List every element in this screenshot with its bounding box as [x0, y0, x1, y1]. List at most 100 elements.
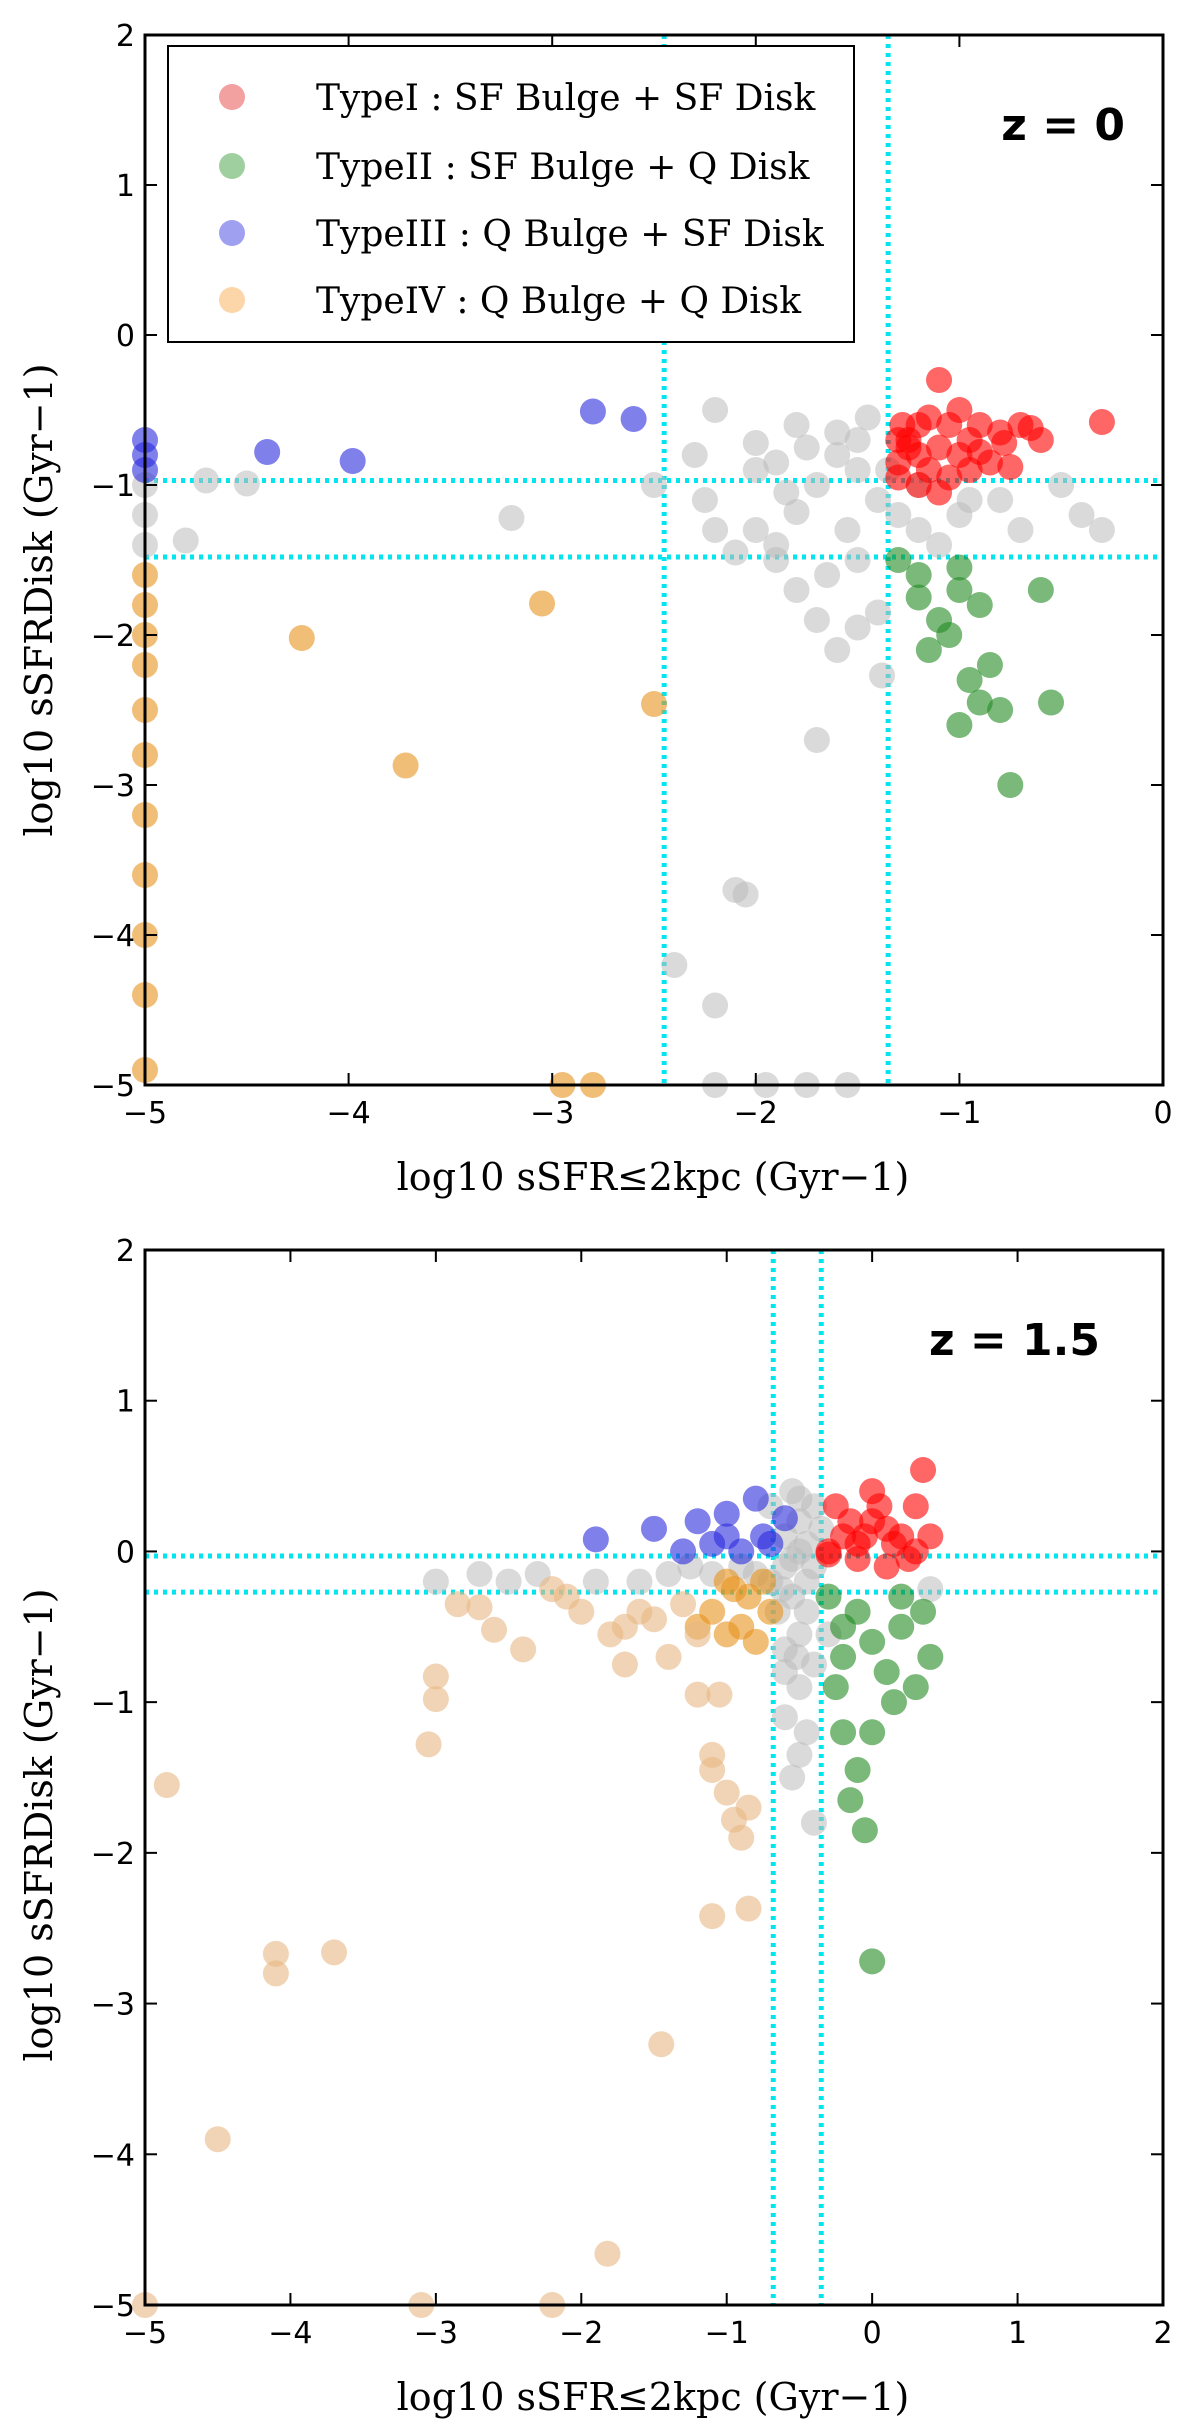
panel-z0-point-typei-22: [997, 454, 1024, 480]
panel-z15-point-typeiii-11: [750, 1523, 777, 1550]
panel-z15-ytick-label-4: −1: [91, 1686, 135, 1721]
panel-z15-point-typeiv_faint-25: [699, 1756, 726, 1783]
panel-z15-point-typeiv_faint-5: [415, 1731, 442, 1758]
panel-z0-point-typeii-11: [997, 772, 1024, 798]
panel-z0-point-typei-24: [905, 472, 932, 498]
panel-z0-point-unclassified-45: [844, 427, 871, 453]
panel-z15-point-typeiv_faint-21: [670, 1591, 697, 1618]
panel-z0-point-typei-21: [1088, 409, 1115, 435]
panel-z15-point-typeiv_faint-17: [611, 1651, 638, 1678]
panel-z15-point-typeiv-6: [720, 1576, 747, 1603]
panel-z0-point-typeii-6: [936, 622, 963, 648]
panel-z0-point-unclassified-59: [763, 547, 790, 573]
panel-z0-point-typeii-15: [1027, 577, 1054, 603]
panel-z0-xtick-label-3: −2: [734, 1096, 778, 1131]
panel-z15-point-typeiv_faint-23: [684, 1681, 711, 1708]
panel-z15-point-typeiv_faint-32: [699, 1903, 726, 1930]
panel-z15-point-typeiii-4: [713, 1500, 740, 1527]
panel-z0-ytick-label-3: −2: [91, 619, 135, 654]
panel-z15-point-unclassified-2: [495, 1568, 522, 1595]
panel-z0-points: [132, 367, 1115, 1098]
panel-z0-point-unclassified-32: [1068, 502, 1095, 528]
panel-z0-point-typei-16: [1027, 427, 1054, 453]
panel-z0-point-typeii-10: [987, 697, 1014, 723]
panel-z0-ytick-label-2: −3: [91, 769, 135, 804]
panel-z0-xtick-label-2: −3: [530, 1096, 574, 1131]
panel-z0-point-typei-29: [889, 412, 916, 438]
panel-z0-point-unclassified-27: [926, 532, 953, 558]
panel-z15-point-typeiii-9: [771, 1505, 798, 1532]
panel-z0-point-unclassified-42: [803, 727, 830, 753]
panel-z15-point-unclassified-41: [783, 1643, 810, 1670]
panel-z15-point-unclassified-39: [779, 1478, 806, 1505]
panel-z0-frame: [143, 33, 1165, 1087]
panel-z15-ticks: −5 −4 −3 −2 −1 0 1 2 −5 −4 −3 −2 −1 0 1 2: [91, 1234, 1173, 2351]
panel-z15-point-typei-15: [866, 1493, 893, 1520]
panel-z15-point-typei-11: [844, 1545, 871, 1572]
panel-z15-point-typeii-8: [910, 1598, 937, 1625]
legend-box: [167, 45, 855, 343]
panel-z15-point-typei-8: [902, 1493, 929, 1520]
panel-z15-point-typeii-12: [844, 1756, 871, 1783]
panel-z0-ytick-label-1: −4: [91, 919, 135, 954]
panel-z0-point-unclassified-26: [905, 517, 932, 543]
panel-z0-point-unclassified-31: [1048, 472, 1075, 498]
panel-z0-point-unclassified-19: [763, 449, 790, 476]
panel-z0-point-typei-10: [926, 367, 953, 393]
panel-z15-point-typeiv_faint-14: [568, 1598, 595, 1625]
panel-z15-point-typeiv_faint-29: [728, 1824, 755, 1851]
panel-z0-point-unclassified-10: [742, 517, 769, 543]
panel-z15-redshift-label: z = 1.5: [929, 1315, 1100, 1366]
panel-z15-point-typeiv_faint-33: [648, 2031, 675, 2058]
panel-z15-x-axis-label: log10 sSFR≤2kpc (Gyr−1): [397, 2375, 910, 2419]
panel-z0-x-axis-label: log10 sSFR≤2kpc (Gyr−1): [397, 1155, 910, 1199]
panel-z15-xtick-label-4: −1: [705, 2316, 749, 2351]
panel-z0-xtick-label-1: −4: [326, 1096, 370, 1131]
panel-z15-point-typeii-15: [859, 1948, 886, 1975]
panel-z0-xtick-label-4: −1: [937, 1096, 981, 1131]
panel-z0-point-typei-19: [915, 404, 942, 431]
panel-z15-xtick-label-3: −2: [559, 2316, 603, 2351]
legend-marker-type1: [219, 84, 245, 110]
panel-z15-point-typeii-10: [859, 1719, 886, 1746]
panel-z15-point-typeiv_faint-31: [735, 1895, 762, 1922]
panel-z0-y-axis-label: log10 sSFRDisk (Gyr−1): [17, 363, 61, 836]
panel-z15-reference-lines: [145, 1250, 1163, 2305]
panel-z0-point-unclassified-33: [1088, 517, 1115, 543]
panel-z0-point-unclassified-43: [702, 397, 729, 423]
panel-z15-point-typeiv_faint-4: [321, 1939, 348, 1966]
panel-z0-point-unclassified-52: [722, 539, 749, 566]
panel-z0-point-typeii-5: [966, 592, 993, 618]
panel-z15-point-typeiv-3: [742, 1628, 769, 1655]
panel-z15-point-typei-14: [815, 1541, 842, 1568]
panel-z0-point-unclassified-58: [844, 614, 871, 641]
panel-z0-point-typeii-0: [885, 547, 912, 573]
panel-z15-point-typeii-0: [815, 1583, 842, 1610]
panel-z0-point-unclassified-55: [854, 404, 881, 431]
panel-z15-point-unclassified-23: [779, 1764, 806, 1791]
panel-z0-point-typeiii-5: [579, 398, 606, 425]
panel-z0-point-typeii-13: [915, 637, 942, 663]
panel-z0-point-unclassified-18: [783, 499, 810, 525]
panel-z0-point-typeiv-13: [529, 590, 556, 617]
panel-z0-point-typeii-2: [905, 584, 932, 611]
panel-z15-point-typeiv_faint-34: [594, 2240, 621, 2267]
panel-z15-point-unclassified-1: [466, 1561, 493, 1588]
panel-z0-point-unclassified-14: [824, 637, 851, 663]
panel-z15-point-unclassified-33: [793, 1530, 820, 1557]
panel-z15-point-typeii-14: [851, 1817, 878, 1844]
panel-z0-ytick-label-7: 2: [116, 19, 135, 54]
panel-z15-point-unclassified-5: [626, 1568, 653, 1595]
panel-z15-ytick-label-3: −2: [91, 1837, 135, 1872]
legend-label-type2: TypeII : SF Bulge + Q Disk: [316, 147, 811, 188]
panel-z15-point-typeiv_faint-8: [444, 1591, 471, 1618]
panel-z15-point-typeiv_faint-26: [706, 1681, 733, 1708]
panel-z0-point-typeiii-6: [620, 406, 647, 432]
panel-z0-point-unclassified-49: [814, 562, 841, 588]
panel-z15-point-typeiii-1: [641, 1515, 667, 1542]
panel-z15-point-typeii-4: [873, 1659, 900, 1685]
panel-z0-point-unclassified-23: [844, 457, 871, 483]
panel-z15-point-typei-19: [851, 1523, 878, 1550]
panel-z0-point-unclassified-6: [498, 505, 525, 531]
